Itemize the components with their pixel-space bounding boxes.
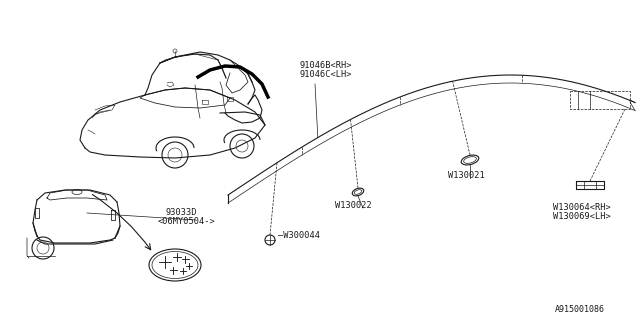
Text: 93033D: 93033D — [165, 208, 196, 217]
Text: 91046C<LH>: 91046C<LH> — [300, 70, 353, 79]
Text: W130021: W130021 — [448, 171, 484, 180]
Text: W130022: W130022 — [335, 201, 372, 210]
Text: W130064<RH>: W130064<RH> — [553, 203, 611, 212]
Bar — [570, 91, 630, 109]
Text: <06MY0504->: <06MY0504-> — [158, 217, 216, 226]
Text: —W300044: —W300044 — [278, 231, 320, 240]
Text: A915001086: A915001086 — [555, 305, 605, 314]
Text: W130069<LH>: W130069<LH> — [553, 212, 611, 221]
Text: 91046B<RH>: 91046B<RH> — [300, 61, 353, 70]
